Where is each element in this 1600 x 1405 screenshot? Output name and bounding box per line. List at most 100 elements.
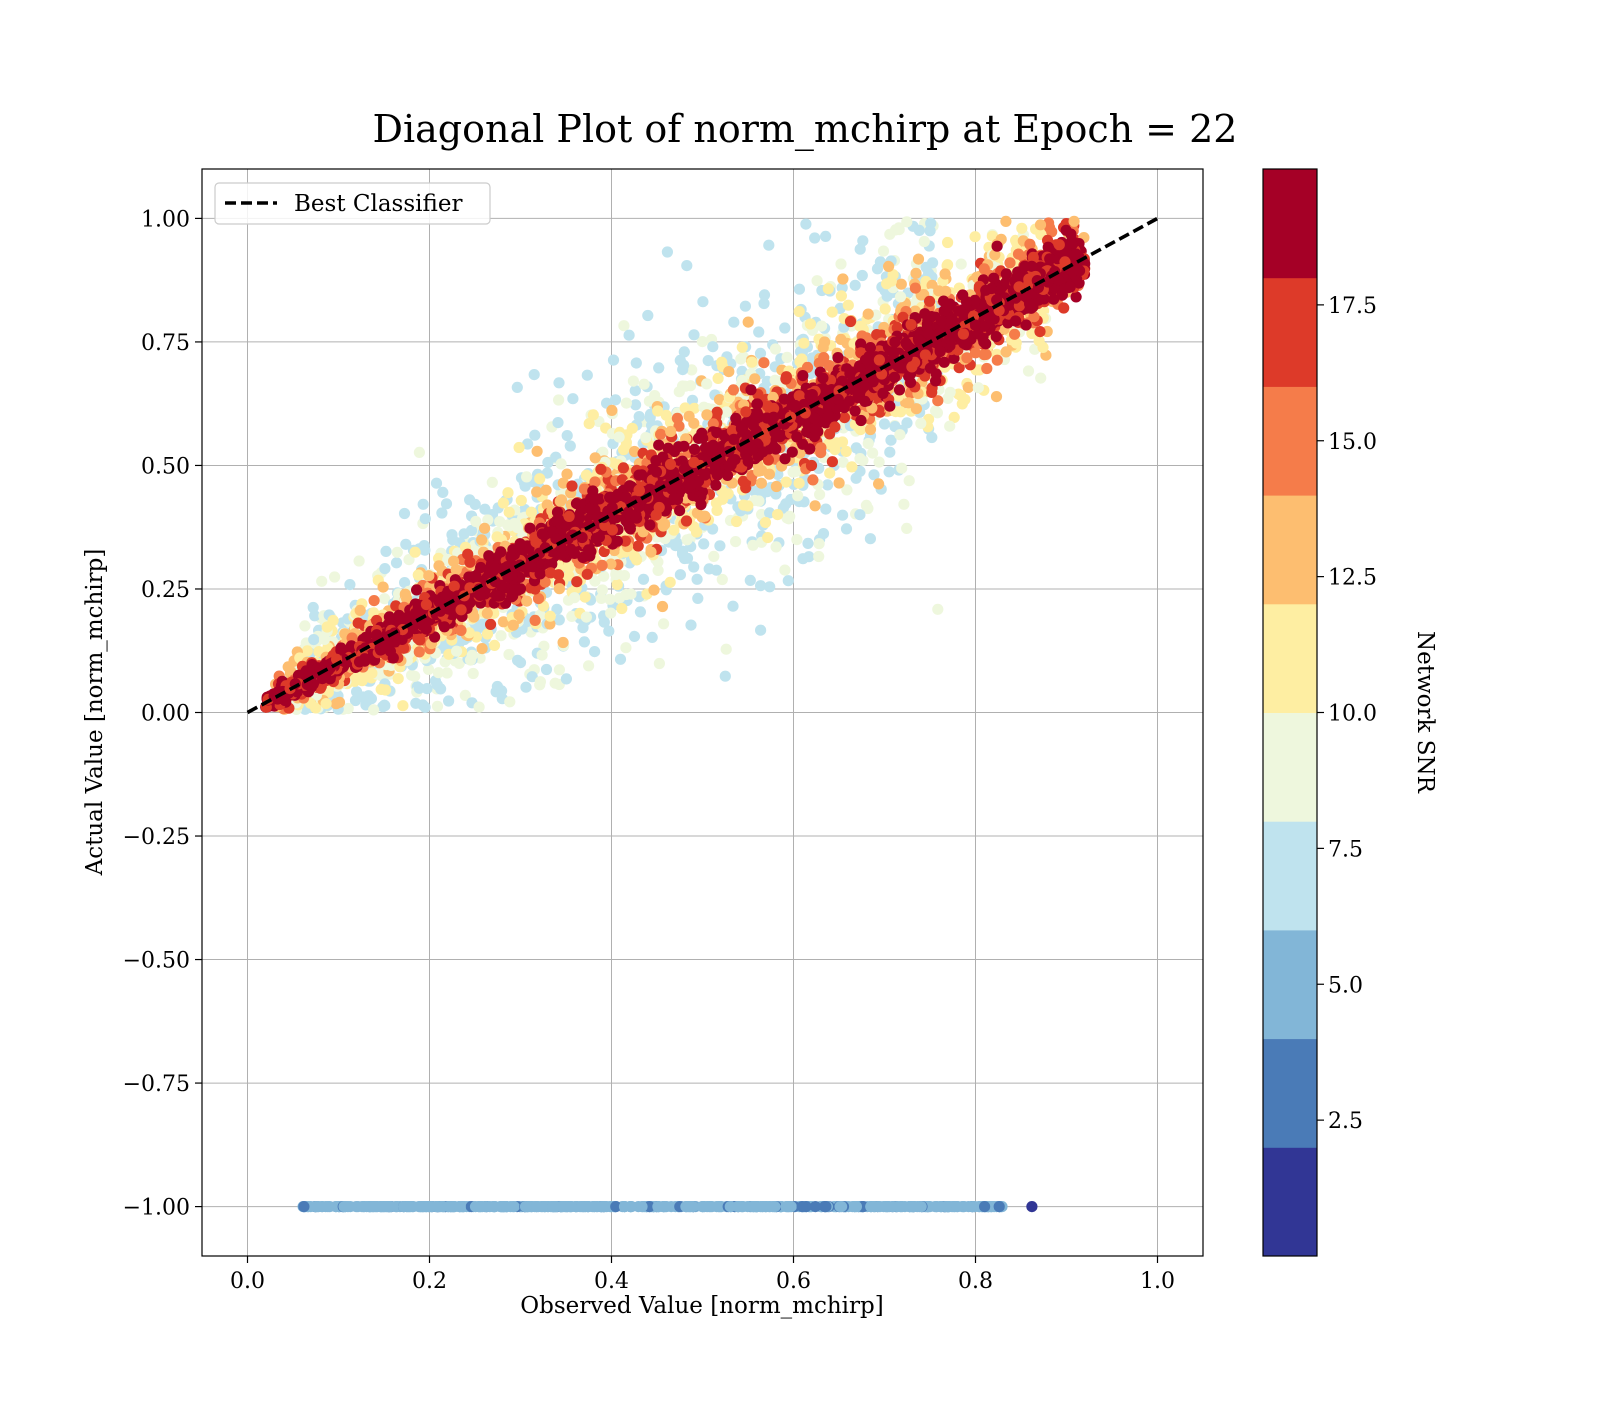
scatter-point: [616, 603, 627, 614]
scatter-point: [881, 278, 892, 289]
scatter-point: [973, 382, 984, 393]
scatter-point: [530, 615, 541, 626]
scatter-point: [916, 1201, 927, 1212]
scatter-point: [679, 346, 690, 357]
scatter-point: [823, 283, 834, 294]
scatter-point: [737, 1201, 748, 1212]
scatter-point: [810, 500, 821, 511]
scatter-point: [857, 270, 868, 281]
scatter-point: [991, 391, 1002, 402]
scatter-point: [521, 596, 532, 607]
scatter-point: [1069, 216, 1080, 227]
scatter-point: [783, 575, 794, 586]
scatter-point: [521, 471, 532, 482]
scatter-point: [763, 240, 774, 251]
scatter-point: [680, 381, 691, 392]
scatter-point: [723, 488, 734, 499]
scatter-point: [355, 605, 366, 616]
scatter-point: [692, 574, 703, 585]
scatter-point: [711, 1201, 722, 1212]
scatter-point: [580, 592, 591, 603]
scatter-point: [913, 254, 924, 265]
scatter-point: [910, 268, 921, 279]
scatter-point: [837, 510, 848, 521]
scatter-point: [340, 1201, 351, 1212]
scatter-point: [1009, 329, 1020, 340]
scatter-point: [815, 442, 826, 453]
scatter-point: [665, 426, 676, 437]
scatter-point: [818, 352, 829, 363]
scatter-point: [745, 575, 756, 586]
scatter-point: [512, 382, 523, 393]
scatter-point: [514, 442, 525, 453]
scatter-point: [636, 1201, 647, 1212]
scatter-point: [681, 515, 692, 526]
scatter-point: [654, 658, 665, 669]
scatter-point: [818, 342, 829, 353]
scatter-point: [794, 306, 805, 317]
scatter-point: [970, 231, 981, 242]
scatter-point: [728, 317, 739, 328]
scatter-point: [843, 300, 854, 311]
scatter-point: [678, 360, 689, 371]
scatter-point: [541, 664, 552, 675]
scatter-point: [454, 1201, 465, 1212]
scatter-point: [491, 686, 502, 697]
scatter-point: [873, 478, 884, 489]
scatter-point: [1023, 365, 1034, 376]
scatter-point: [839, 412, 850, 423]
scatter-point: [476, 534, 487, 545]
scatter-point: [895, 1201, 906, 1212]
scatter-point: [479, 523, 490, 534]
scatter-point: [482, 629, 493, 640]
scatter-point: [589, 646, 600, 657]
scatter-point: [758, 357, 769, 368]
scatter-point: [369, 595, 380, 606]
scatter-point: [553, 394, 564, 405]
scatter-point: [782, 352, 793, 363]
scatter-point: [400, 539, 411, 550]
scatter-point: [816, 321, 827, 332]
scatter-point: [730, 536, 741, 547]
scatter-point: [896, 279, 907, 290]
scatter-point: [308, 634, 319, 645]
scatter-point: [711, 505, 722, 516]
scatter-point: [474, 702, 485, 713]
scatter-point: [529, 369, 540, 380]
scatter-point: [414, 447, 425, 458]
scatter-point: [728, 384, 739, 395]
scatter-point: [334, 697, 345, 708]
scatter-point: [800, 219, 811, 230]
scatter-point: [896, 463, 907, 474]
scatter-point: [392, 547, 403, 558]
scatter-point: [827, 456, 838, 467]
scatter-point: [393, 673, 404, 684]
scatter-point: [567, 393, 578, 404]
scatter-point: [485, 619, 496, 630]
scatter-point: [329, 571, 340, 582]
scatter-point: [904, 475, 915, 486]
scatter-point: [822, 479, 833, 490]
scatter-point: [794, 284, 805, 295]
scatter-point: [910, 283, 921, 294]
scatter-point: [1016, 223, 1027, 234]
scatter-point: [605, 608, 616, 619]
scatter-point: [380, 684, 391, 695]
scatter-point: [919, 236, 930, 247]
scatter-point: [944, 421, 955, 432]
scatter-point: [855, 244, 866, 255]
scatter-point: [619, 1201, 630, 1212]
scatter-point: [501, 1201, 512, 1212]
scatter-point: [758, 298, 769, 309]
scatter-point: [576, 1201, 587, 1212]
scatter-point: [489, 1201, 500, 1212]
scatter-point: [711, 565, 722, 576]
scatter-point: [688, 329, 699, 340]
scatter-point: [657, 601, 668, 612]
scatter-point: [740, 301, 751, 312]
scatter-point: [658, 618, 669, 629]
scatter-point: [464, 557, 475, 568]
scatter-point: [863, 438, 874, 449]
scatter-point: [846, 461, 857, 472]
scatter-point: [903, 397, 914, 408]
